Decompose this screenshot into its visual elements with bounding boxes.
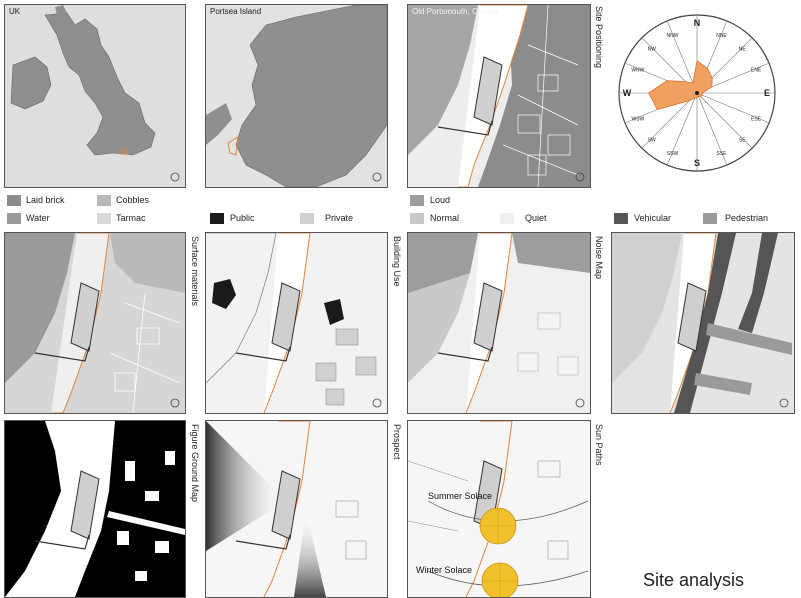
- map-panel-sun-paths: Summer Solace Winter Solace: [407, 420, 591, 598]
- compass-label-wnw: WNW: [631, 68, 644, 74]
- compass-spoke-nnw: [666, 20, 698, 94]
- map-panel-prospect: [205, 420, 388, 598]
- legend-label-loud: Loud: [430, 195, 451, 205]
- side-label-site-positioning: Site Positioning: [594, 6, 604, 69]
- compass-label-se: SE: [739, 137, 746, 143]
- prospect-map: [206, 421, 387, 597]
- camber-map: [408, 5, 590, 187]
- compass-label-nw: NW: [648, 47, 657, 53]
- panel-title-uk: UK: [9, 7, 21, 16]
- compass-label-s: S: [694, 158, 700, 168]
- compass-label-ssw: SSW: [667, 151, 679, 157]
- map-panel-noise: [407, 232, 591, 414]
- compass-label-nne: NNE: [716, 33, 727, 39]
- wind-rose-svg: N NNE NE ENE E ESE SE SSE S SSW SW WSW W WNW NW NNW: [618, 14, 776, 172]
- panel-title-old-portsmouth: Old Portsmouth, Camber: [412, 7, 501, 16]
- legend-swatch-laid-brick: [7, 195, 21, 206]
- legend-label-quiet: Quiet: [525, 213, 547, 223]
- map-panel-old-portsmouth: Old Portsmouth, Camber: [407, 4, 591, 188]
- side-label-figure-ground: Figure Ground Map: [190, 424, 200, 503]
- sun-label-winter: Winter Solace: [416, 565, 473, 575]
- compass-label-w: W: [623, 88, 632, 98]
- traffic-map: [612, 233, 794, 413]
- side-label-surface-materials: Surface materials: [190, 236, 200, 307]
- map-panel-traffic: [611, 232, 795, 414]
- compass-spoke-ese: [696, 92, 770, 124]
- compass-center: [695, 91, 699, 95]
- legend-swatch-vehicular: [614, 213, 628, 224]
- legend-swatch-cobbles: [97, 195, 111, 206]
- legend-label-laid-brick: Laid brick: [26, 195, 65, 205]
- compass-spoke-ssw: [666, 92, 698, 166]
- side-label-sun-paths: Sun Paths: [594, 424, 604, 466]
- legend-label-cobbles: Cobbles: [116, 195, 150, 205]
- wind-rose-polygon: [648, 60, 713, 110]
- legend-label-private: Private: [325, 213, 354, 223]
- portsea-map: [206, 5, 387, 187]
- compass-label-sse: SSE: [716, 151, 727, 157]
- map-panel-uk: UK: [4, 4, 186, 188]
- compass-label-ene: ENE: [751, 68, 762, 74]
- compass-label-ne: NE: [739, 47, 747, 53]
- sun-label-summer: Summer Solace: [428, 491, 493, 501]
- caption-site-analysis: Site analysis: [643, 570, 745, 590]
- legend-swatch-normal: [410, 213, 424, 224]
- side-label-prospect: Prospect: [392, 424, 402, 460]
- legend-label-vehicular: Vehicular: [634, 213, 672, 223]
- legend-swatch-private: [300, 213, 314, 224]
- compass-label-n: N: [694, 18, 701, 28]
- wind-rose: N NNE NE ENE E ESE SE SSE S SSW SW WSW W WNW NW NNW: [612, 8, 782, 178]
- building-use-map: [206, 233, 387, 413]
- legend-swatch-tarmac: [97, 213, 111, 224]
- legend-label-water: Water: [26, 213, 50, 223]
- noise-map: [408, 233, 590, 413]
- compass-label-ese: ESE: [751, 116, 762, 122]
- compass-spoke-sw: [641, 92, 698, 149]
- compass-spoke-se: [696, 92, 753, 149]
- map-panel-figure-ground: [4, 420, 186, 598]
- panel-title-portsea: Portsea Island: [210, 7, 262, 16]
- compass-label-e: E: [764, 88, 770, 98]
- compass-label-nnw: NNW: [667, 33, 679, 39]
- legend-swatch-loud: [410, 195, 424, 206]
- compass-label-wsw: WSW: [631, 116, 644, 122]
- legend-swatch-pedestrian: [703, 213, 717, 224]
- surface-materials-map: [5, 233, 185, 413]
- uk-map: [5, 5, 185, 187]
- side-label-noise-map: Noise Map: [594, 236, 604, 280]
- legend-label-normal: Normal: [430, 213, 460, 223]
- legend-swatch-public: [210, 213, 224, 224]
- sun-paths-map: [408, 421, 590, 597]
- legend-label-public: Public: [230, 213, 255, 223]
- compass-spoke-sse: [696, 92, 728, 166]
- map-panel-building-use: [205, 232, 388, 414]
- map-panel-surface-materials: [4, 232, 186, 414]
- legend-swatch-water: [7, 213, 21, 224]
- figure-ground-map: [5, 421, 185, 597]
- legend-label-tarmac: Tarmac: [116, 213, 146, 223]
- legend-swatch-quiet: [500, 213, 514, 224]
- map-panel-portsea: Portsea Island: [205, 4, 388, 188]
- legend-label-pedestrian: Pedestrian: [725, 213, 769, 223]
- compass-label-sw: SW: [648, 137, 656, 143]
- side-label-building-use: Building Use: [392, 236, 402, 287]
